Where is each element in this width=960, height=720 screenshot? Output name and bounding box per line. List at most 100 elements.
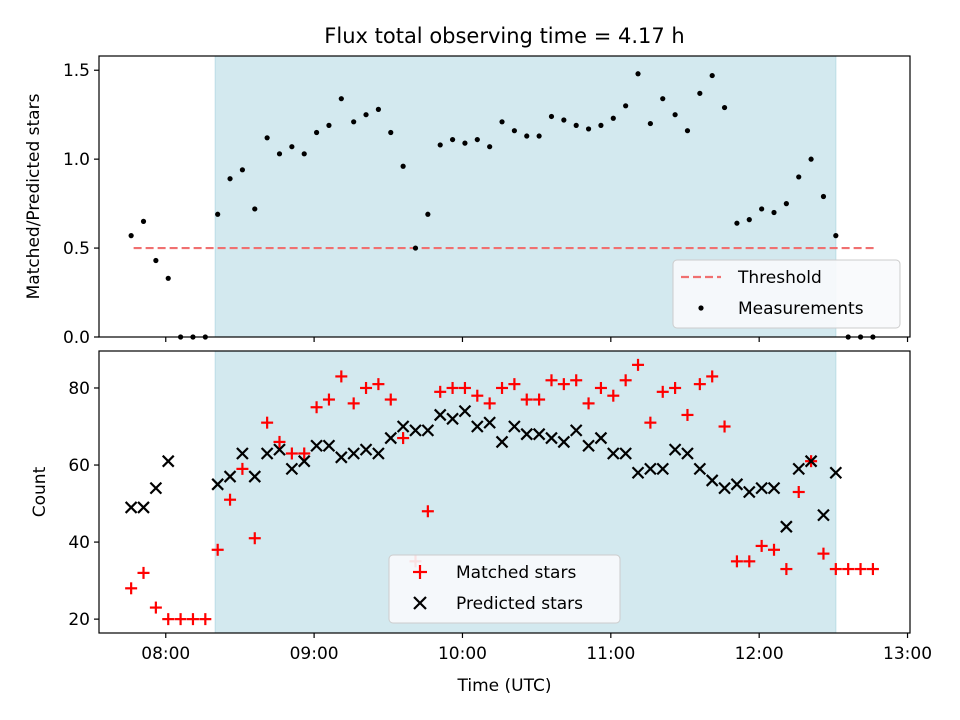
x-tick-label: 11:00 xyxy=(586,644,635,664)
predicted-star-point xyxy=(829,466,843,480)
matched-star-point xyxy=(483,397,496,410)
predicted-star-point xyxy=(545,431,558,445)
predicted-star-point xyxy=(780,520,793,533)
predicted-star-point xyxy=(705,474,719,487)
measurement-point xyxy=(771,209,777,216)
predicted-star-point xyxy=(433,408,447,422)
matched-star-point xyxy=(137,566,150,579)
measurement-point xyxy=(289,144,295,150)
matched-star-point xyxy=(533,393,546,406)
measurement-point xyxy=(598,122,604,128)
predicted-legend-swatch xyxy=(413,596,427,610)
measurements-legend-swatch xyxy=(698,305,704,311)
matched-star-point xyxy=(298,447,311,460)
count-panel-frame xyxy=(98,350,911,634)
measurement-point xyxy=(388,129,394,136)
matched-star-point xyxy=(570,374,583,387)
predicted-star-point xyxy=(161,454,175,468)
matched-star-point xyxy=(496,381,509,394)
matched-star-point xyxy=(162,613,175,626)
matched-star-point xyxy=(632,358,645,371)
predicted-star-point xyxy=(495,435,509,449)
count-y-axis-label: Count xyxy=(30,466,50,517)
predicted-star-point xyxy=(471,420,484,433)
x-tick-label: 10:00 xyxy=(438,644,487,664)
matched-star-point xyxy=(693,378,706,391)
measurement-point xyxy=(684,128,691,134)
matched-star-point xyxy=(360,381,373,394)
y-tick-label: 1.5 xyxy=(63,61,90,81)
measurement-point xyxy=(165,275,171,281)
matched-legend-swatch xyxy=(413,565,427,579)
measurement-point xyxy=(796,174,802,180)
predicted-star-point xyxy=(483,416,496,429)
measurement-point xyxy=(449,136,456,143)
predicted-star-point xyxy=(582,439,595,453)
measurement-point xyxy=(635,71,641,77)
measurement-point xyxy=(425,211,431,217)
y-tick-label: 40 xyxy=(68,533,90,553)
measurement-point xyxy=(128,233,134,239)
measurement-point xyxy=(524,133,530,139)
x-tick-label: 13:00 xyxy=(883,644,932,664)
predicted-star-point xyxy=(619,447,632,460)
predicted-star-point xyxy=(310,439,323,453)
measurement-point xyxy=(647,120,653,127)
matched-star-point xyxy=(273,435,286,448)
measurement-point xyxy=(672,112,678,118)
matched-star-point xyxy=(706,370,719,383)
predicted-star-point xyxy=(322,439,336,453)
matched-star-point xyxy=(224,493,237,506)
measurement-point xyxy=(153,257,159,264)
matched-star-point xyxy=(186,613,199,626)
predicted-star-point xyxy=(285,462,299,476)
ratio-legend: Threshold Measurements xyxy=(672,259,901,329)
matched-star-point xyxy=(322,393,335,406)
matched-star-point xyxy=(545,374,558,387)
predicted-star-point xyxy=(718,481,731,495)
matched-star-point xyxy=(236,462,249,475)
chart-title: Flux total observing time = 4.17 h xyxy=(324,24,684,48)
predicted-star-point xyxy=(124,501,138,514)
predicted-star-point xyxy=(594,431,608,445)
measurement-point xyxy=(561,117,567,123)
y-tick-label: 1.0 xyxy=(63,150,90,170)
matched-star-point xyxy=(310,401,323,414)
predicted-star-point xyxy=(273,443,286,456)
matched-star-point xyxy=(755,539,768,552)
matched-star-point xyxy=(768,543,781,556)
predicted-star-point xyxy=(211,478,224,491)
measurement-point xyxy=(215,211,221,217)
measurement-point xyxy=(252,206,258,212)
predicted-star-point xyxy=(347,447,360,460)
matched-star-point xyxy=(458,381,471,394)
matched-star-point xyxy=(854,563,867,576)
predicted-star-point xyxy=(681,447,694,460)
predicted-legend-label: Predicted stars xyxy=(456,594,583,614)
predicted-star-point xyxy=(297,454,311,468)
y-tick-label: 0.5 xyxy=(63,239,90,259)
matched-star-point xyxy=(335,370,348,383)
measurement-point xyxy=(338,96,344,102)
matched-star-point xyxy=(508,378,521,391)
threshold-legend-label: Threshold xyxy=(737,268,822,288)
matched-star-point xyxy=(471,389,484,402)
matched-star-point xyxy=(285,447,298,460)
measurement-point xyxy=(511,128,517,134)
matched-star-point xyxy=(582,397,595,410)
predicted-star-point xyxy=(532,427,546,441)
y-tick-label: 60 xyxy=(68,456,90,476)
measurement-point xyxy=(239,167,246,173)
matched-star-point xyxy=(384,393,397,406)
predicted-star-point xyxy=(384,431,398,445)
ratio-panel: 0.0 0.5 1.0 1.5 Matched/Predicted stars Thr… xyxy=(24,55,911,348)
measurement-point xyxy=(313,129,320,136)
measurement-point xyxy=(536,133,542,139)
matched-star-point xyxy=(347,397,360,410)
x-axis-label: Time (UTC) xyxy=(457,676,552,696)
measurement-point xyxy=(783,201,789,207)
predicted-star-point xyxy=(137,501,150,514)
predicted-star-point xyxy=(792,462,806,476)
